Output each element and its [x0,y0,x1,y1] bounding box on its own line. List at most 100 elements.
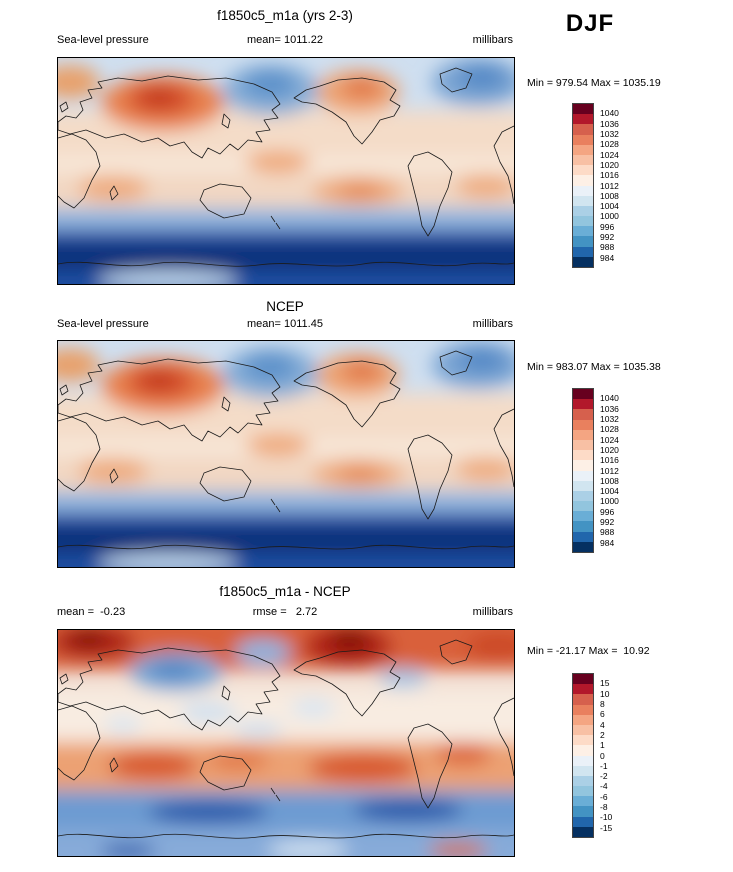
map-canvas [58,341,514,567]
colorbar-stack [572,673,594,838]
colorbar-swatch [573,226,593,237]
colorbar-tick-label: 1000 [600,496,619,507]
colorbar-swatch [573,674,593,685]
colorbar-tick-label: 1016 [600,454,619,465]
pressure-field [58,58,514,284]
colorbar-swatch [573,144,593,155]
colorbar-tick-label: 992 [600,516,615,527]
colorbar-swatch [573,154,593,166]
variable-label: Sea-level pressure [57,318,149,330]
stats-row: Sea-level pressure mean= 1011.22 milliba… [57,34,513,48]
colorbar-swatch [573,246,593,257]
colorbar-tick-label: 1020 [600,444,619,455]
colorbar-tick-label: 1032 [600,128,619,139]
colorbar-tick-label: 10 [600,688,610,699]
colorbar-swatch [573,450,593,461]
units-label: millibars [472,606,513,618]
colorbar-swatch [573,165,593,176]
colorbar-tick-label: 984 [600,252,615,263]
colorbar-swatch [573,806,593,817]
obs-map [57,340,515,568]
colorbar-swatch [573,684,593,695]
colorbar-swatch [573,185,593,196]
colorbar-tick-label: 1036 [600,403,619,414]
colorbar-swatch [573,134,593,145]
colorbar-tick-label: 4 [600,719,605,730]
colorbar-tick-label: 1028 [600,139,619,149]
colorbar-stack [572,103,594,268]
colorbar-tick-label: -10 [600,812,613,823]
mean-label: mean= 1011.22 [247,34,323,46]
colorbar-tick-label: 1004 [600,485,619,496]
colorbar-swatch [573,216,593,227]
colorbar-tick-label: 6 [600,709,605,719]
colorbar-tick-label: 1008 [600,475,619,486]
colorbar: 1040 1036 1032 1028 1024 1020 1016 1012 1008 1004… [572,103,642,268]
colorbar-stack [572,388,594,553]
colorbar-tick-label: -6 [600,791,608,802]
colorbar-swatch [573,490,593,502]
colorbar-swatch [573,724,593,736]
colorbar-swatch [573,531,593,542]
colorbar-tick-label: 1036 [600,118,619,129]
colorbar-tick-label: 2 [600,729,605,740]
panel-title: f1850c5_m1a - NCEP [219,584,351,599]
colorbar-tick-label: 0 [600,750,605,761]
colorbar-tick-label: 1040 [600,108,619,119]
colorbar-swatch [573,439,593,451]
colorbar-swatch [573,816,593,827]
colorbar-swatch [573,765,593,776]
colorbar-tick-label: 1004 [600,200,619,211]
colorbar-ticks: 1040 1036 1032 1028 1024 1020 1016 1012 1008 1004… [600,388,640,553]
colorbar-ticks: 1040 1036 1032 1028 1024 1020 1016 1012 1008 1004… [600,103,640,268]
map-canvas [58,58,514,284]
colorbar-tick-label: -15 [600,822,613,833]
colorbar-swatch [573,541,593,552]
colorbar-swatch [573,714,593,725]
colorbar-swatch [573,796,593,807]
colorbar-tick-label: -2 [600,770,608,781]
colorbar-swatch [573,745,593,756]
colorbar-swatch [573,114,593,125]
units-label: millibars [472,34,513,46]
colorbar-ticks: 15 10 8 6 4 2 1 0 -1 -2 -4 -6 -8 -10 -15 [600,673,640,838]
colorbar-swatch [573,470,593,481]
colorbar-swatch [573,775,593,787]
colorbar-swatch [573,694,593,705]
stats-row: mean = -0.23 rmse = 2.72 millibars [57,606,513,620]
minmax-label: Min = 983.07 Max = 1035.38 [527,361,661,373]
colorbar-tick-label: 8 [600,698,605,709]
colorbar-tick-label: 1016 [600,169,619,180]
colorbar-swatch [573,735,593,746]
colorbar-swatch [573,175,593,186]
colorbar-tick-label: 1024 [600,149,619,160]
colorbar-tick-label: 1040 [600,393,619,404]
difference-field [58,630,514,856]
colorbar-tick-label: 1024 [600,434,619,445]
model-map [57,57,515,285]
colorbar-tick-label: -8 [600,801,608,812]
colorbar-swatch [573,755,593,766]
variable-label: Sea-level pressure [57,34,149,46]
map-canvas [58,630,514,856]
colorbar-tick-label: -4 [600,781,608,792]
mean-label: mean= 1011.45 [247,318,323,330]
colorbar-tick-label: 988 [600,242,615,253]
panel-title: f1850c5_m1a (yrs 2-3) [217,8,353,23]
diff-map [57,629,515,857]
colorbar-tick-label: 1 [600,739,605,750]
stats-row: Sea-level pressure mean= 1011.45 milliba… [57,318,513,332]
colorbar: 1040 1036 1032 1028 1024 1020 1016 1012 1008 1004… [572,388,642,553]
minmax-label: Min = 979.54 Max = 1035.19 [527,77,661,89]
colorbar-tick-label: -1 [600,760,608,771]
colorbar-tick-label: 15 [600,678,610,689]
minmax-label: Min = -21.17 Max = 10.92 [527,645,650,657]
colorbar-swatch [573,511,593,522]
colorbar-tick-label: 996 [600,506,615,517]
colorbar-swatch [573,399,593,410]
colorbar-swatch [573,826,593,837]
colorbar-swatch [573,501,593,512]
panel-title: NCEP [266,299,304,314]
colorbar-swatch [573,236,593,247]
colorbar-swatch [573,195,593,206]
